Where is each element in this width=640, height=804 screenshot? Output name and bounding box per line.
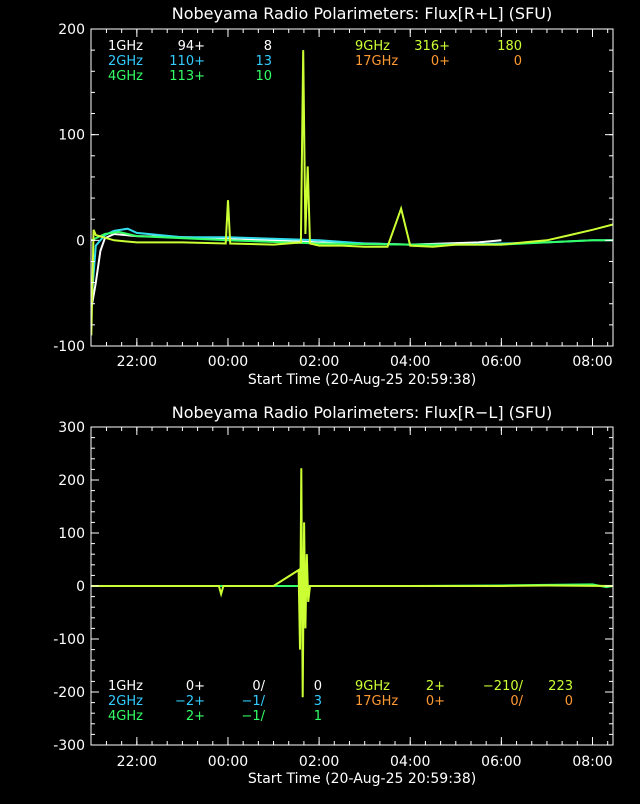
chart-title: Nobeyama Radio Polarimeters: Flux[R+L] (… (172, 4, 552, 23)
legend-value-1: 316+ (414, 39, 450, 54)
x-tick-label: 04:00 (390, 754, 430, 770)
legend-label: 17GHz (355, 54, 398, 69)
x-axis-label: Start Time (20-Aug-25 20:59:38) (248, 771, 476, 787)
y-tick-label: 0 (76, 233, 85, 249)
x-tick-label: 00:00 (208, 354, 248, 370)
legend-value-2: 0 (514, 54, 522, 69)
legend-value-2: 0/ (510, 694, 523, 709)
x-tick-label: 22:00 (117, 354, 157, 370)
legend-value-2: 8 (264, 39, 272, 54)
legend-value-1: 2+ (186, 709, 205, 724)
legend-value-3: 223 (548, 679, 573, 694)
y-tick-label: 100 (58, 526, 85, 542)
x-tick-label: 22:00 (117, 754, 157, 770)
legend-label: 4GHz (108, 69, 143, 84)
chart-title: Nobeyama Radio Polarimeters: Flux[R−L] (… (172, 403, 552, 422)
legend-label: 9GHz (355, 39, 390, 54)
y-tick-label: 200 (58, 22, 85, 38)
x-axis-label: Start Time (20-Aug-25 20:59:38) (248, 372, 476, 388)
series-line-4ghz (91, 230, 613, 246)
legend-value-1: 94+ (178, 39, 205, 54)
legend-value-2: −210/ (483, 679, 524, 694)
x-tick-label: 06:00 (481, 754, 521, 770)
x-tick-label: 08:00 (572, 754, 612, 770)
y-tick-label: -100 (53, 632, 85, 648)
legend-value-2: 10 (255, 69, 272, 84)
x-tick-label: 04:00 (390, 354, 430, 370)
y-tick-label: -300 (53, 738, 85, 754)
legend-label: 9GHz (355, 679, 390, 694)
y-tick-label: 300 (58, 420, 85, 436)
legend-label: 17GHz (355, 694, 398, 709)
legend-label: 4GHz (108, 709, 143, 724)
series-line-9ghz (91, 468, 613, 698)
legend-label: 1GHz (108, 39, 143, 54)
series-line-9ghz (91, 50, 613, 336)
legend-value-3: 3 (314, 694, 322, 709)
x-tick-label: 02:00 (299, 754, 339, 770)
x-tick-label: 02:00 (299, 354, 339, 370)
y-tick-label: 0 (76, 579, 85, 595)
series-line-2ghz (91, 227, 613, 304)
legend-value-2: 13 (255, 54, 272, 69)
legend-label: 2GHz (108, 54, 143, 69)
y-tick-label: -100 (53, 339, 85, 355)
legend-value-2: −1/ (241, 709, 265, 724)
legend-value-1: −2+ (175, 694, 205, 709)
legend-label: 2GHz (108, 694, 143, 709)
legend-value-1: 2+ (426, 679, 445, 694)
legend-value-1: 0+ (431, 54, 450, 69)
y-tick-label: 100 (58, 128, 85, 144)
legend-value-1: 113+ (169, 69, 205, 84)
legend-label: 1GHz (108, 679, 143, 694)
legend-value-1: 0+ (186, 679, 205, 694)
x-tick-label: 06:00 (481, 354, 521, 370)
legend-value-3: 1 (314, 709, 322, 724)
y-tick-label: -200 (53, 685, 85, 701)
plot-frame (90, 28, 614, 347)
legend-value-2: 0/ (252, 679, 265, 694)
y-tick-label: 200 (58, 473, 85, 489)
x-tick-label: 08:00 (572, 354, 612, 370)
legend-value-3: 0 (565, 694, 573, 709)
legend-value-3: 0 (314, 679, 322, 694)
x-tick-label: 00:00 (208, 754, 248, 770)
legend-value-1: 110+ (169, 54, 205, 69)
legend-value-2: 180 (497, 39, 522, 54)
legend-value-2: −1/ (241, 694, 265, 709)
legend-value-1: 0+ (426, 694, 445, 709)
